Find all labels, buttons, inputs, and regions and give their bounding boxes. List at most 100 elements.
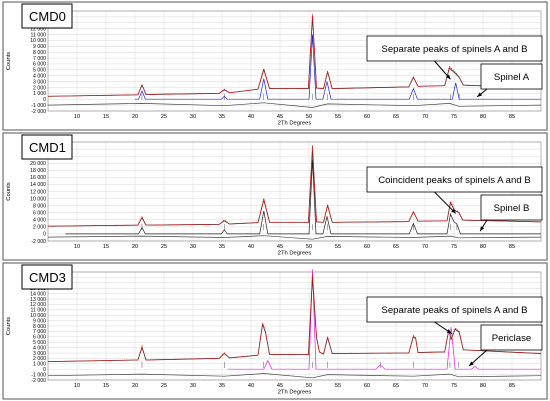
x-tick-label: 80 xyxy=(480,244,486,250)
x-tick-label: 15 xyxy=(103,244,109,250)
annotation-box xyxy=(366,296,543,323)
y-tick-label: 12 000 xyxy=(30,189,46,195)
y-tick-label: 4 000 xyxy=(33,218,46,224)
annotation-text: Periclase xyxy=(492,333,531,344)
y-tick-label: 2 000 xyxy=(33,356,46,362)
y-tick-label: 7 000 xyxy=(33,56,46,62)
x-tick-label: 85 xyxy=(509,244,515,250)
panel-frame xyxy=(2,262,548,400)
x-tick-label: 50 xyxy=(306,114,312,120)
series-difference xyxy=(47,102,542,108)
y-axis-label: Counts xyxy=(6,182,12,200)
x-tick-label: 20 xyxy=(132,114,138,120)
panel-label-text: CMD1 xyxy=(29,140,66,155)
y-tick-label: 6 000 xyxy=(33,211,46,217)
annotation-arrowhead xyxy=(480,226,485,232)
x-tick-label: 25 xyxy=(161,244,167,250)
x-tick-label: 70 xyxy=(422,114,428,120)
x-tick-label: 65 xyxy=(393,114,399,120)
x-tick-label: 75 xyxy=(451,114,457,120)
x-tick-label: 15 xyxy=(103,114,109,120)
annotation-2: Periclase xyxy=(468,324,543,367)
y-tick-label: 14 000 xyxy=(30,291,46,297)
panel-label-box xyxy=(21,134,73,160)
annotation-text: Coincident peaks of spinels A and B xyxy=(378,175,531,186)
annotation-box xyxy=(480,63,543,90)
annotation-1: Separate peaks of spinels A and B xyxy=(366,35,543,80)
series-phase xyxy=(227,269,541,370)
x-tick-label: 50 xyxy=(306,244,312,250)
panel-label-box xyxy=(21,3,73,29)
annotation-text: Separate peaks of spinels A and B xyxy=(381,305,527,316)
y-tick-label: 8 000 xyxy=(33,203,46,209)
panel-label-text: CMD0 xyxy=(29,9,66,24)
x-axis-label: 2Th Degrees xyxy=(278,121,312,127)
x-tick-label: 65 xyxy=(393,383,399,389)
x-tick-label: 70 xyxy=(422,244,428,250)
y-tick-label: 5 000 xyxy=(33,340,46,346)
panel-label: CMD3 xyxy=(21,264,73,290)
x-tick-label: 60 xyxy=(364,383,370,389)
y-tick-label: 14 000 xyxy=(30,182,46,188)
y-tick-label: 13 000 xyxy=(30,297,46,303)
y-tick-label: 10 000 xyxy=(30,196,46,202)
x-tick-label: 10 xyxy=(74,244,80,250)
x-tick-label: 30 xyxy=(190,244,196,250)
panel-label: CMD1 xyxy=(21,134,73,160)
annotation-arrowhead xyxy=(451,208,456,214)
x-axis-label: 2Th Degrees xyxy=(278,390,312,396)
y-tick-label: 10 000 xyxy=(30,38,46,44)
annotation-box xyxy=(366,35,543,62)
x-tick-label: 65 xyxy=(393,244,399,250)
y-tick-label: 12 000 xyxy=(30,302,46,308)
y-tick-label: 10 000 xyxy=(30,313,46,319)
x-tick-label: 55 xyxy=(335,383,341,389)
annotation-2: Spinel B xyxy=(479,194,543,232)
y-tick-label: 20 000 xyxy=(30,161,46,167)
x-tick-label: 45 xyxy=(277,114,283,120)
annotation-arrow xyxy=(434,191,457,214)
y-tick-label: 6 000 xyxy=(33,62,46,68)
y-tick-label: -2 000 xyxy=(31,109,46,115)
x-tick-label: 35 xyxy=(219,114,225,120)
y-tick-label: 18 000 xyxy=(30,168,46,174)
series-observed xyxy=(47,145,542,227)
y-tick-label: 0 xyxy=(43,97,46,103)
annotation-arrowhead xyxy=(477,92,482,97)
y-axis-label: Counts xyxy=(6,317,12,335)
y-tick-label: 11 000 xyxy=(31,308,47,314)
x-tick-label: 70 xyxy=(422,383,428,389)
y-tick-label: 6 000 xyxy=(33,335,46,341)
y-axis-label: Counts xyxy=(6,52,12,70)
annotation-1: Separate peaks of spinels A and B xyxy=(366,296,543,334)
y-tick-label: 12 000 xyxy=(30,26,46,32)
panel-label: CMD0 xyxy=(21,3,73,29)
x-tick-label: 30 xyxy=(190,383,196,389)
x-tick-label: 75 xyxy=(451,244,457,250)
annotation-arrowhead xyxy=(446,74,451,80)
y-tick-label: 0 xyxy=(43,232,46,238)
y-tick-label: 1 000 xyxy=(33,91,46,97)
x-tick-label: 40 xyxy=(248,383,254,389)
x-tick-label: 20 xyxy=(132,383,138,389)
y-tick-label: 3 000 xyxy=(33,351,46,357)
y-tick-label: 9 000 xyxy=(33,44,46,50)
panel-label-box xyxy=(21,264,73,290)
x-tick-label: 55 xyxy=(335,244,341,250)
x-tick-label: 40 xyxy=(248,244,254,250)
series-phase xyxy=(65,159,541,235)
annotation-box xyxy=(366,166,543,193)
x-tick-label: 80 xyxy=(480,383,486,389)
y-tick-label: 2 000 xyxy=(33,225,46,231)
y-tick-label: 7 000 xyxy=(33,329,46,335)
y-tick-label: 8 000 xyxy=(33,324,46,330)
annotation-text: Separate peaks of spinels A and B xyxy=(381,44,527,55)
y-tick-label: 5 000 xyxy=(33,68,46,74)
x-tick-label: 20 xyxy=(132,244,138,250)
annotation-text: Spinel A xyxy=(494,72,530,83)
y-tick-label: 8 000 xyxy=(33,50,46,56)
x-tick-label: 35 xyxy=(219,244,225,250)
panel-frame xyxy=(2,132,548,261)
